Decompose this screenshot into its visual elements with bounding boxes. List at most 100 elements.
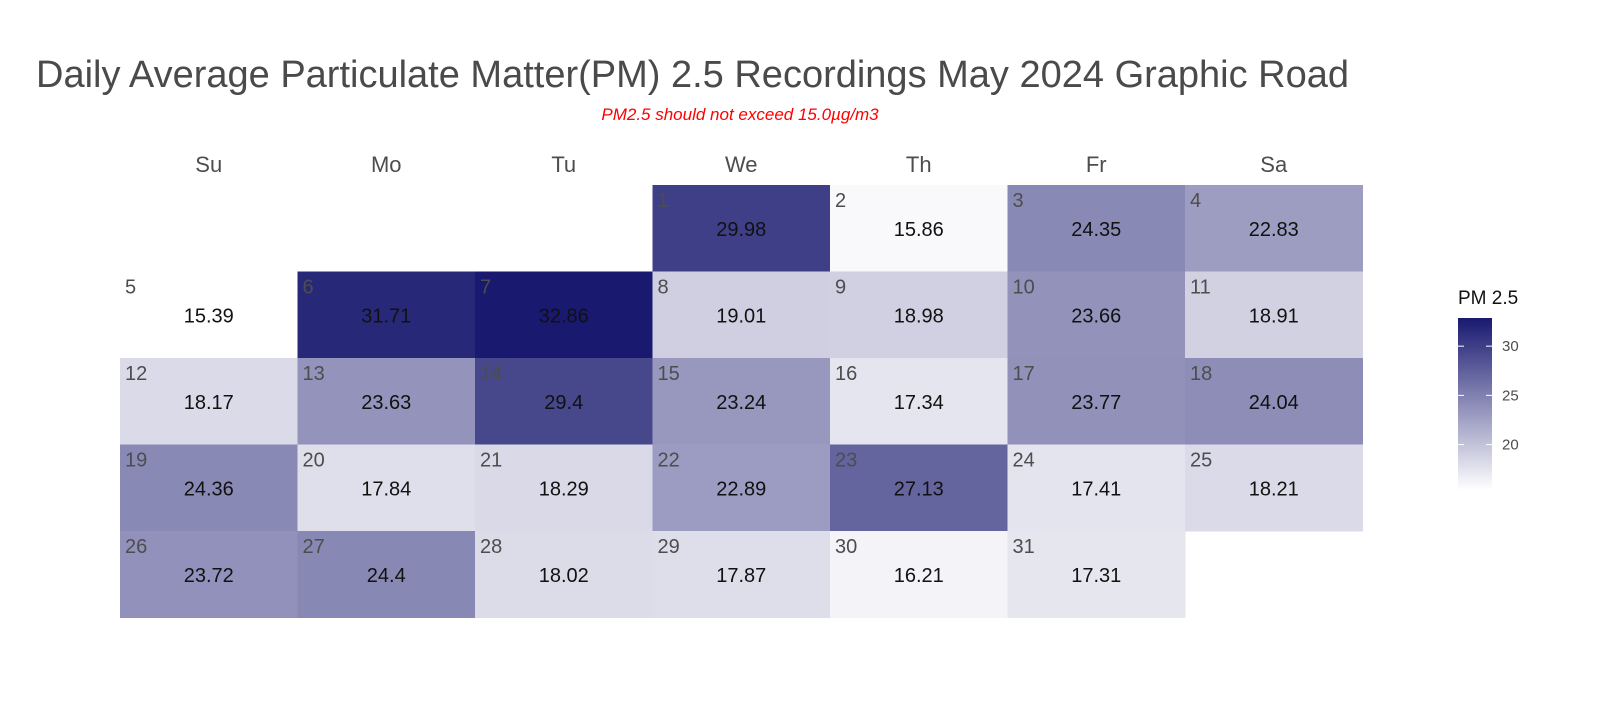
day-number: 16 — [835, 363, 857, 385]
day-number: 7 — [480, 277, 491, 299]
day-value-label: 18.17 — [184, 392, 234, 414]
day-number: 29 — [658, 536, 680, 558]
day-number: 12 — [125, 363, 147, 385]
day-value-label: 22.83 — [1249, 219, 1299, 241]
day-cell-fill — [1007, 358, 1186, 445]
calendar-cells: 129.98215.86324.35422.83515.39631.71732.… — [120, 185, 1363, 618]
day-value-label: 17.41 — [1071, 479, 1121, 501]
day-cell-23: 23 27.13 — [830, 444, 1008, 532]
day-number: 17 — [1013, 363, 1035, 385]
day-cell-19: 19 24.36 — [120, 444, 298, 532]
day-cell-fill — [652, 358, 831, 445]
day-cell-fill — [120, 531, 298, 618]
day-cell-2: 215.86 — [830, 185, 1008, 272]
day-cell-fill — [297, 358, 476, 445]
legend-tick-label: 30 — [1502, 338, 1519, 355]
day-value-label: 18.02 — [539, 565, 589, 587]
day-cell-25: 25 18.21 — [1185, 444, 1363, 532]
day-value-label: 32.86 — [539, 306, 589, 328]
day-value-label: 23.63 — [361, 392, 411, 414]
day-value-label: 31.71 — [361, 306, 411, 328]
day-cell-18: 18 24.04 — [1185, 358, 1363, 445]
day-cell-fill — [475, 444, 653, 532]
day-cell-fill — [652, 271, 831, 359]
day-value-label: 24.4 — [367, 565, 406, 587]
day-cell-fill — [830, 185, 1008, 272]
day-cell-17: 17 23.77 — [1007, 358, 1186, 445]
day-number: 3 — [1013, 190, 1024, 212]
day-cell-24: 24 17.41 — [1007, 444, 1186, 532]
day-value-label: 23.72 — [184, 565, 234, 587]
day-value-label: 29.4 — [544, 392, 583, 414]
day-value-label: 19.01 — [716, 306, 766, 328]
day-number: 30 — [835, 536, 857, 558]
legend-title: PM 2.5 — [1458, 288, 1518, 309]
day-number: 9 — [835, 277, 846, 299]
day-cell-8: 819.01 — [652, 271, 831, 359]
day-number: 13 — [303, 363, 325, 385]
day-cell-fill — [1007, 444, 1186, 532]
day-cell-9: 918.98 — [830, 271, 1008, 359]
legend-colorbar — [1458, 318, 1492, 490]
day-cell-fill — [652, 185, 831, 272]
day-number: 10 — [1013, 277, 1035, 299]
day-number: 2 — [835, 190, 846, 212]
day-cell-7: 732.86 — [475, 271, 653, 359]
day-cell-fill — [652, 531, 831, 618]
day-number: 5 — [125, 277, 136, 299]
day-value-label: 17.84 — [361, 479, 411, 501]
day-number: 20 — [303, 450, 325, 472]
day-cell-26: 26 23.72 — [120, 531, 298, 618]
day-cell-13: 13 23.63 — [297, 358, 476, 445]
weekday-header-tu: Tu — [551, 152, 576, 177]
day-cell-fill — [830, 358, 1008, 445]
day-cell-27: 27 24.4 — [297, 531, 476, 618]
weekday-header-sa: Sa — [1260, 152, 1288, 177]
day-cell-fill — [297, 444, 476, 532]
day-cell-28: 28 18.02 — [475, 531, 653, 618]
day-number: 14 — [480, 363, 502, 385]
day-cell-20: 20 17.84 — [297, 444, 476, 532]
day-value-label: 15.86 — [894, 219, 944, 241]
day-cell-fill — [297, 271, 476, 359]
legend-tick-label: 20 — [1502, 437, 1519, 454]
day-number: 25 — [1190, 450, 1212, 472]
day-cell-fill — [1185, 185, 1363, 272]
day-cell-fill — [120, 444, 298, 532]
day-cell-fill — [475, 358, 653, 445]
day-cell-5: 515.39 — [120, 271, 298, 359]
day-cell-fill — [120, 271, 298, 359]
day-cell-3: 324.35 — [1007, 185, 1186, 272]
day-number: 4 — [1190, 190, 1201, 212]
day-cell-21: 21 18.29 — [475, 444, 653, 532]
day-cell-10: 10 23.66 — [1007, 271, 1186, 359]
day-number: 6 — [303, 277, 314, 299]
day-number: 26 — [125, 536, 147, 558]
legend-ticks: 20 25 30 — [1458, 338, 1519, 454]
day-cell-1: 129.98 — [652, 185, 831, 272]
day-cell-30: 30 16.21 — [830, 531, 1008, 618]
day-value-label: 17.34 — [894, 392, 944, 414]
day-value-label: 18.91 — [1249, 306, 1299, 328]
day-value-label: 29.98 — [716, 219, 766, 241]
day-cell-4: 422.83 — [1185, 185, 1363, 272]
day-value-label: 18.98 — [894, 306, 944, 328]
day-cell-11: 11 18.91 — [1185, 271, 1363, 359]
day-value-label: 17.87 — [716, 565, 766, 587]
day-cell-16: 16 17.34 — [830, 358, 1008, 445]
day-number: 28 — [480, 536, 502, 558]
day-cell-15: 15 23.24 — [652, 358, 831, 445]
day-cell-fill — [1007, 271, 1186, 359]
colorbar-legend: PM 2.5 20 25 30 — [1458, 288, 1519, 490]
day-value-label: 15.39 — [184, 306, 234, 328]
day-cell-6: 631.71 — [297, 271, 476, 359]
day-value-label: 24.35 — [1071, 219, 1121, 241]
day-number: 24 — [1013, 450, 1035, 472]
day-cell-fill — [1185, 444, 1363, 532]
day-cell-fill — [297, 531, 476, 618]
chart-subtitle: PM2.5 should not exceed 15.0µg/m3 — [601, 105, 879, 124]
day-value-label: 23.66 — [1071, 306, 1121, 328]
day-value-label: 16.21 — [894, 565, 944, 587]
day-number: 23 — [835, 450, 857, 472]
day-number: 21 — [480, 450, 502, 472]
